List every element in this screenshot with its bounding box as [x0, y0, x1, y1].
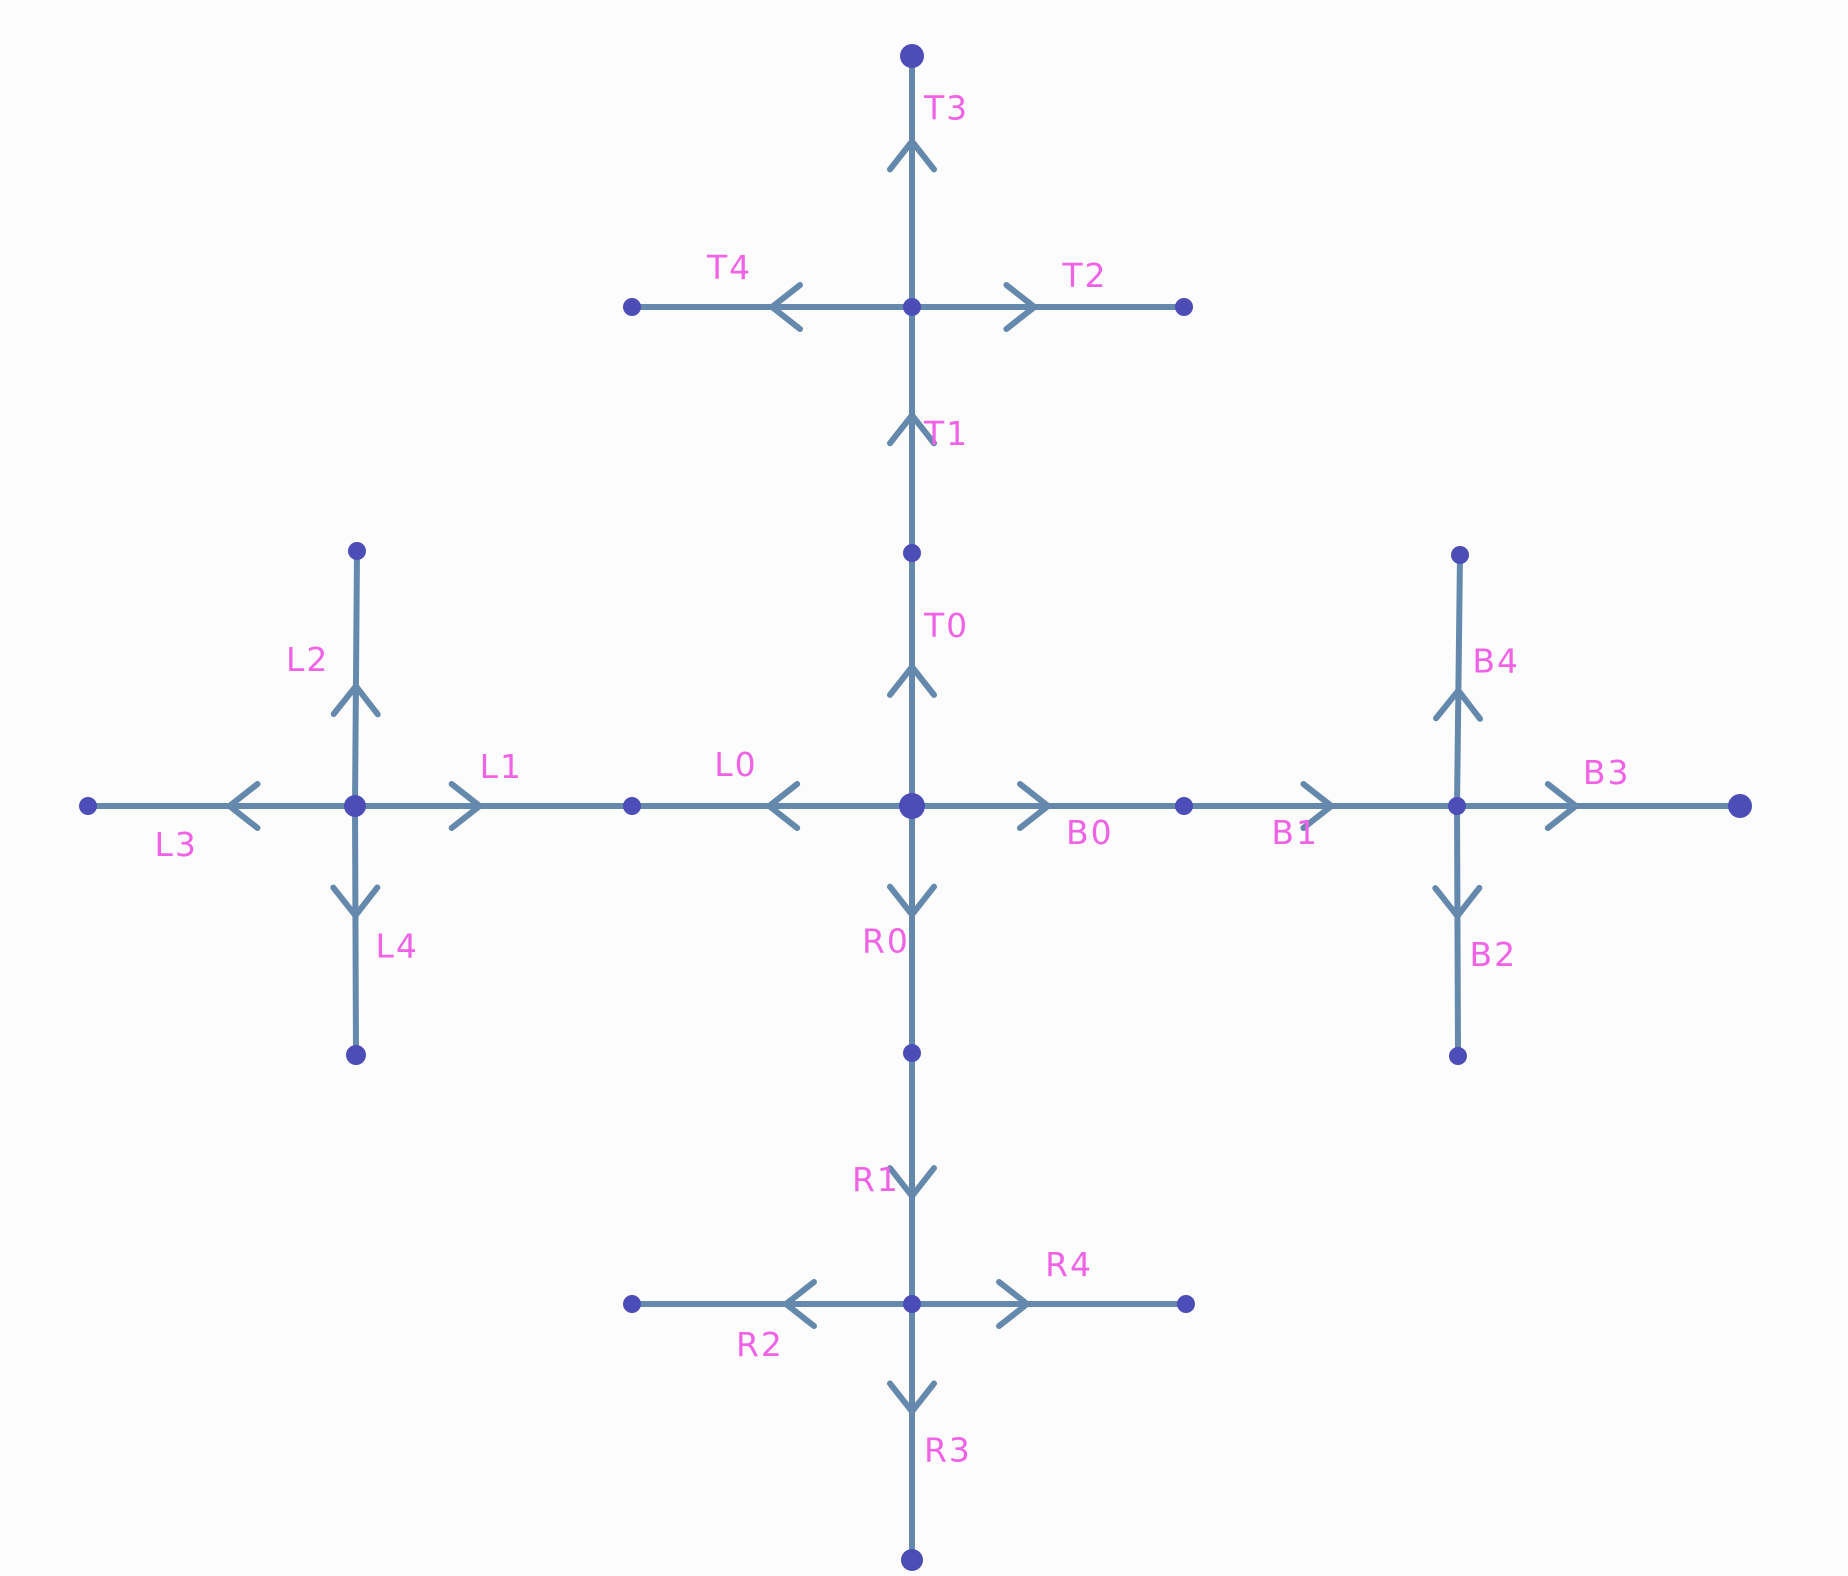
arrow-l1	[448, 781, 483, 831]
arrow-r2	[783, 1279, 817, 1329]
node-center	[899, 793, 925, 819]
node-b	[1448, 797, 1466, 815]
node-tup	[900, 44, 924, 68]
edge-label-l2: L2	[286, 640, 329, 679]
arrow-r0	[887, 883, 937, 918]
node-tleft	[623, 298, 641, 316]
node-rleft	[623, 1295, 641, 1313]
arrow-r1	[887, 1165, 937, 1200]
node-ldown	[346, 1045, 366, 1065]
edge-label-l1: L1	[480, 747, 523, 786]
edge-label-t0: T0	[923, 606, 969, 645]
edge-label-t4: T4	[706, 248, 752, 287]
edge-b2	[1454, 803, 1461, 1059]
edge-label-b0: B0	[1066, 813, 1114, 852]
node-r	[903, 1295, 921, 1313]
node-lout	[623, 797, 641, 815]
node-lleft	[79, 797, 97, 815]
edge-label-r3: R3	[924, 1431, 972, 1470]
node-layer	[79, 44, 1752, 1571]
arrow-t1	[887, 412, 937, 447]
arrow-t2	[1003, 282, 1038, 332]
node-rout	[903, 1044, 921, 1062]
edge-label-b1: B1	[1271, 813, 1319, 852]
edge-label-l3: L3	[155, 825, 198, 864]
arrow-r4	[996, 1279, 1031, 1329]
arrow-b2	[1432, 884, 1483, 919]
arrow-b0	[1017, 781, 1051, 831]
node-rright	[1177, 1295, 1195, 1313]
edge-label-b3: B3	[1583, 753, 1631, 792]
edge-label-l4: L4	[375, 927, 418, 966]
arrow-l0	[766, 781, 801, 831]
node-l	[344, 795, 366, 817]
arrow-l4	[330, 884, 381, 919]
arrow-t3	[887, 138, 937, 173]
edge-label-t1: T1	[923, 414, 969, 453]
arrow-b4	[1433, 687, 1484, 722]
label-layer: T0 T1 T2 T3 T4 L0 L1 L2 L3 L4 B0 B1 B2 B3 B4 R0 R1 R2 R3 R4	[155, 88, 1631, 1470]
edge-l4	[352, 803, 359, 1058]
edge-label-r2: R2	[736, 1325, 784, 1364]
edge-label-b2: B2	[1469, 935, 1517, 974]
node-t	[903, 298, 921, 316]
node-tout	[903, 544, 921, 562]
node-bout	[1175, 797, 1193, 815]
edge-label-b4: B4	[1472, 642, 1520, 681]
edge-label-t2: T2	[1061, 256, 1107, 295]
edge-label-r0: R0	[862, 922, 910, 961]
arrow-l3	[226, 781, 261, 831]
edge-label-r4: R4	[1045, 1245, 1093, 1284]
arrow-layer	[226, 138, 1579, 1415]
node-bup	[1451, 546, 1469, 564]
node-bdown	[1449, 1047, 1467, 1065]
edge-label-t3: T3	[923, 88, 969, 127]
edge-label-l0: L0	[714, 745, 757, 784]
node-tright	[1175, 298, 1193, 316]
arrow-r3	[887, 1380, 937, 1415]
node-bright	[1728, 794, 1752, 818]
edge-b4	[1454, 552, 1463, 809]
arrow-t4	[769, 282, 803, 332]
arrow-b1	[1300, 781, 1335, 831]
arrow-b3	[1544, 781, 1579, 831]
node-rdown	[901, 1549, 923, 1571]
arrow-l2	[330, 683, 381, 718]
edge-l2	[352, 548, 360, 809]
arrow-t0	[887, 663, 937, 698]
edge-label-r1: R1	[852, 1160, 900, 1199]
node-lup	[348, 542, 366, 560]
